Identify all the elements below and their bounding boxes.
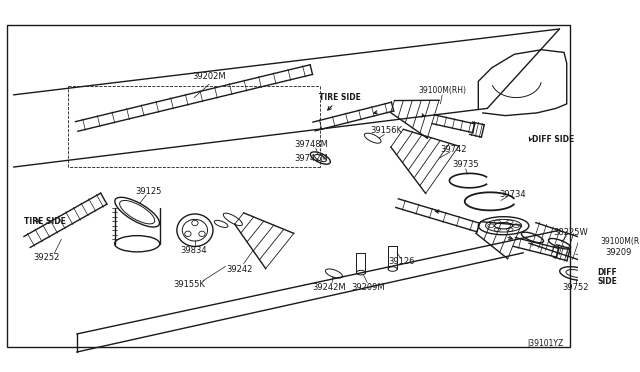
Text: 39156K: 39156K	[371, 126, 403, 135]
Text: 39735: 39735	[452, 160, 479, 169]
Text: SIDE: SIDE	[597, 277, 617, 286]
Text: J39101YZ: J39101YZ	[528, 339, 564, 347]
Text: 39742: 39742	[441, 144, 467, 154]
Text: 39100M(RH): 39100M(RH)	[418, 86, 466, 95]
Text: 39100M(RH): 39100M(RH)	[600, 237, 640, 247]
Text: 39242: 39242	[226, 264, 252, 273]
Text: 39209M: 39209M	[351, 283, 385, 292]
Text: 39202M: 39202M	[193, 72, 226, 81]
Text: TIRE SIDE: TIRE SIDE	[24, 217, 67, 226]
Text: DIFF SIDE: DIFF SIDE	[532, 135, 575, 144]
Text: 39834: 39834	[180, 247, 207, 256]
Text: 39126: 39126	[388, 257, 415, 266]
Text: 39752: 39752	[563, 283, 589, 292]
Text: 39748M: 39748M	[294, 140, 328, 149]
Text: TIRE SIDE: TIRE SIDE	[319, 93, 360, 102]
Text: 39742M: 39742M	[294, 154, 328, 163]
Text: 38225W: 38225W	[553, 228, 588, 237]
Text: 39155K: 39155K	[173, 280, 205, 289]
Text: 39734: 39734	[499, 190, 526, 199]
Text: 39209: 39209	[605, 248, 631, 257]
Text: 39252: 39252	[34, 253, 60, 262]
Text: 39125: 39125	[136, 187, 162, 196]
Text: 39242M: 39242M	[312, 283, 346, 292]
Text: DIFF: DIFF	[598, 268, 617, 277]
